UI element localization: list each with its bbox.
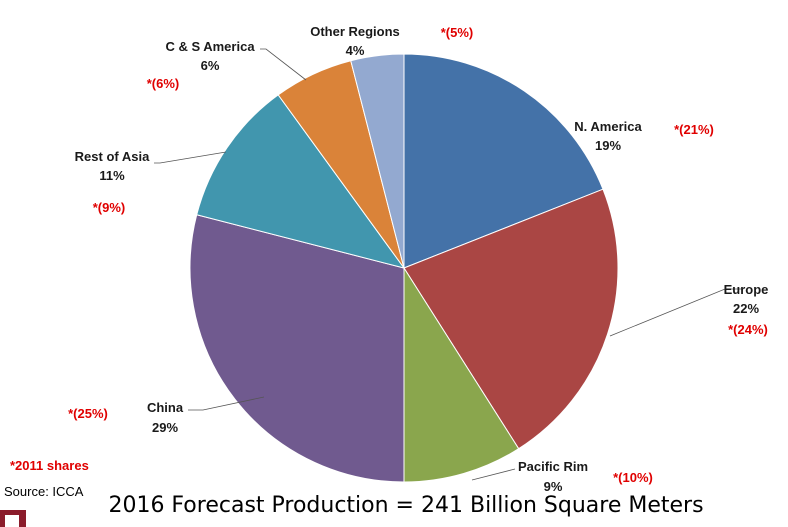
- slice-label: C & S America: [165, 39, 255, 54]
- chart-caption: 2016 Forecast Production = 241 Billion S…: [108, 493, 704, 518]
- pie-slice-china: [189, 214, 405, 483]
- leader-lines: [154, 48, 742, 481]
- footnote-2011-shares: *2011 shares: [10, 458, 89, 473]
- slice-percent-label: 4%: [346, 43, 365, 58]
- pie-slice-pacific-rim: [403, 266, 520, 483]
- slice-label: Pacific Rim: [518, 459, 588, 474]
- share-2011-label: *(5%): [441, 25, 474, 40]
- leader-line: [188, 396, 265, 411]
- share-2011-label: *(21%): [674, 122, 714, 137]
- leader-line: [154, 151, 227, 164]
- slice-percent-label: 11%: [99, 168, 125, 183]
- slice-percent-label: 19%: [595, 138, 621, 153]
- pie-slice-n-america: [403, 53, 604, 269]
- slice-percent-label: 29%: [152, 420, 178, 435]
- slice-label: Rest of Asia: [75, 149, 150, 164]
- share-2011-label: *(25%): [68, 406, 108, 421]
- slice-labels: N. America 19% *(21%) Europe 22% *(24%) Pacifi…: [68, 24, 768, 494]
- pie-slice-europe: [403, 188, 619, 450]
- leader-line: [609, 288, 742, 337]
- source-note: Source: ICCA: [4, 484, 84, 499]
- slice-label: Europe: [724, 282, 769, 297]
- pie-slice-rest-of-asia: [196, 94, 406, 269]
- slice-percent-label: 22%: [733, 301, 759, 316]
- slice-label: China: [147, 400, 184, 415]
- slice-label: N. America: [574, 119, 642, 134]
- leader-line: [471, 468, 516, 481]
- share-2011-label: *(24%): [728, 322, 768, 337]
- slice-label: Other Regions: [310, 24, 400, 39]
- share-2011-label: *(9%): [93, 200, 126, 215]
- share-2011-label: *(6%): [147, 76, 180, 91]
- share-2011-label: *(10%): [613, 470, 653, 485]
- logo-mark: [0, 510, 26, 527]
- leader-line: [260, 48, 307, 81]
- slice-percent-label: 6%: [201, 58, 220, 73]
- pie-slices: [189, 53, 619, 483]
- pie-slice-other-regions: [350, 53, 405, 269]
- slice-percent-label: 9%: [544, 479, 563, 494]
